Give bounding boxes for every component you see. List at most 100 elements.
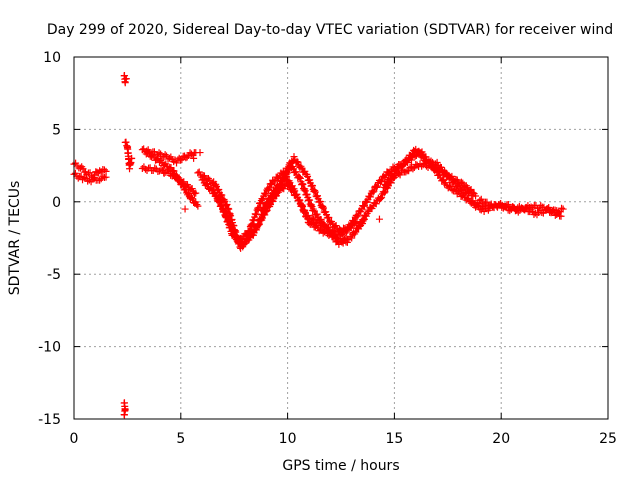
data-point [296,173,304,181]
data-point [412,151,420,159]
x-axis-label: GPS time / hours [282,458,399,474]
data-point [254,221,262,229]
data-point [504,200,512,208]
data-point [469,198,477,206]
data-point [171,171,179,179]
data-point [352,228,360,236]
data-point [296,196,304,204]
data-point [77,173,85,181]
data-point [100,166,108,174]
data-point [173,159,181,167]
x-tick-label: 0 [70,431,79,447]
series-track-2 [70,169,110,186]
series-track-9 [198,153,360,251]
data-point [381,188,389,196]
data-point [353,213,361,221]
data-point [161,151,169,159]
data-point [474,202,482,210]
data-point [385,177,393,185]
series-track-6 [143,146,200,167]
data-point [343,228,351,236]
series-track-3 [121,138,136,173]
data-point [80,173,88,181]
data-point [286,163,294,171]
data-point [259,211,267,219]
data-point [451,185,459,193]
data-point [298,180,306,188]
data-point [187,193,195,201]
axis-layer: 0 5 10 15 20 25 -15 -10 -5 0 5 10 [38,50,617,447]
y-tick-label: 5 [52,122,61,138]
data-point [310,207,318,215]
data-point [357,221,365,229]
series-track-15 [476,195,567,217]
data-point [447,182,455,190]
data-point [204,174,212,182]
data-point [372,183,380,191]
data-point [292,168,300,176]
data-point [519,205,527,213]
data-point [281,173,289,181]
data-point [292,191,300,199]
data-point [331,231,339,239]
y-tick-label: 10 [43,50,61,66]
data-point [183,153,191,161]
data-point [433,158,441,166]
data-point [262,190,270,198]
data-point [316,198,324,206]
y-tick-label: -5 [47,267,61,283]
data-point [151,164,159,172]
data-point [96,176,104,184]
data-point [180,178,188,186]
data-point [85,176,93,184]
data-point [395,164,403,172]
data-point [296,174,304,182]
data-point [311,186,319,194]
data-point [257,200,265,208]
data-point [128,154,136,162]
chart-title: Day 299 of 2020, Sidereal Day-to-day VTE… [47,22,613,38]
data-point [184,190,192,198]
data-point [204,181,211,189]
data-point [432,163,440,171]
x-tick-label: 15 [385,431,403,447]
data-point [256,215,264,223]
data-point [377,194,385,202]
data-point [265,186,273,194]
data-point [311,188,319,196]
data-point [359,217,367,225]
data-point [411,152,419,160]
data-point [527,203,535,211]
data-point [200,172,208,180]
data-point [301,208,309,216]
data-point [190,154,198,162]
data-point [122,138,130,146]
data-point [99,172,107,180]
data-point [254,222,262,230]
data-point [270,178,278,186]
data-point [303,190,311,198]
data-point [378,194,386,202]
data-point [175,174,183,182]
data-point [514,208,522,216]
data-point [372,200,380,208]
data-point [242,238,250,246]
data-point [89,175,97,183]
data-point [309,182,317,190]
x-tick-label: 10 [279,431,297,447]
data-point [194,202,202,210]
data-point [202,180,210,188]
data-point [160,169,168,177]
data-point [245,233,253,241]
series-track-13 [380,147,477,197]
data-point [404,159,412,167]
data-point [102,173,110,181]
data-point [425,157,433,165]
data-point [261,204,269,212]
data-point [409,165,417,173]
data-point [157,157,165,165]
series-track-10 [258,180,351,246]
data-point [254,204,262,212]
series-outlier-low [120,399,129,419]
data-point [348,234,356,242]
